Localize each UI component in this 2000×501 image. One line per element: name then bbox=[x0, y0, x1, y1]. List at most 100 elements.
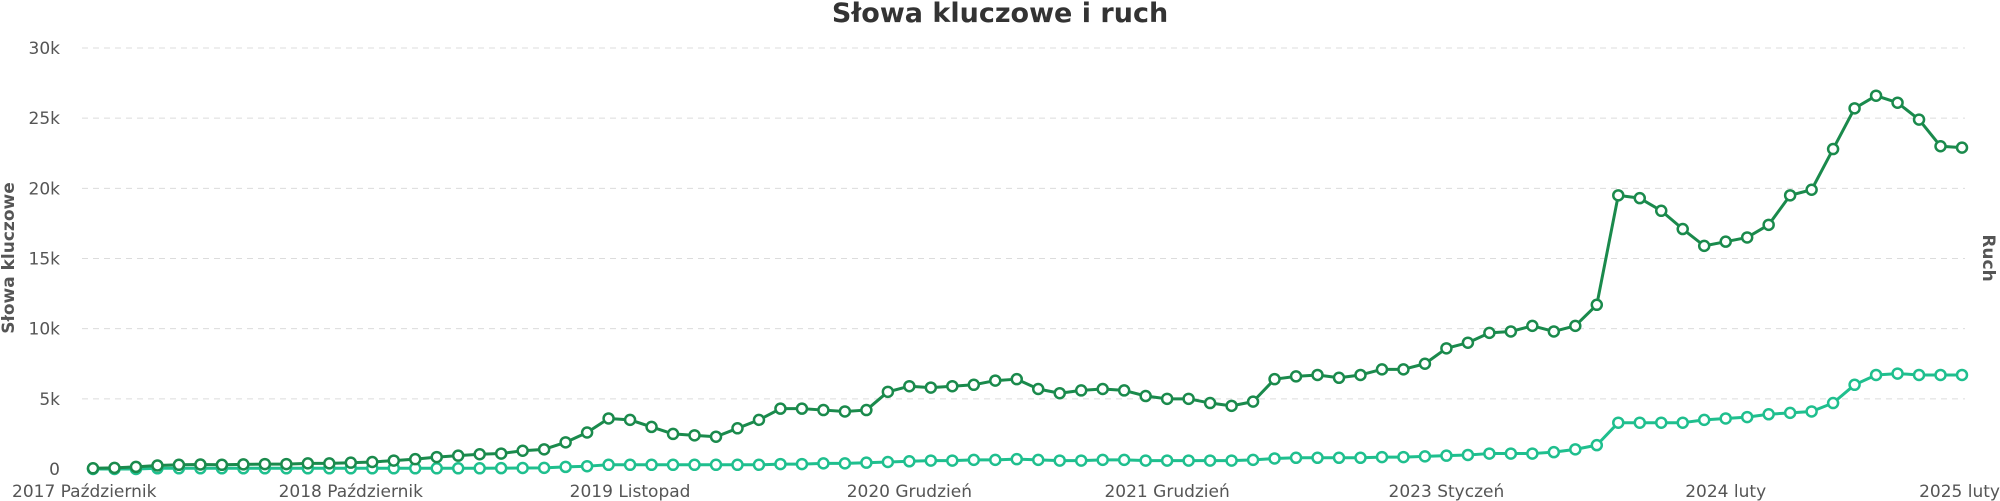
data-point[interactable] bbox=[408, 452, 422, 466]
data-point[interactable] bbox=[623, 458, 637, 472]
data-point[interactable] bbox=[215, 458, 229, 472]
data-point[interactable] bbox=[1354, 368, 1367, 382]
data-point[interactable] bbox=[151, 459, 164, 472]
data-point[interactable] bbox=[602, 458, 615, 472]
data-point[interactable] bbox=[108, 461, 121, 475]
data-point[interactable] bbox=[1676, 416, 1689, 429]
data-point[interactable] bbox=[1955, 141, 1969, 154]
data-point[interactable] bbox=[731, 458, 744, 472]
data-point[interactable] bbox=[795, 402, 809, 415]
data-point[interactable] bbox=[838, 457, 852, 470]
data-point[interactable] bbox=[172, 458, 186, 472]
data-point[interactable] bbox=[1719, 235, 1732, 248]
data-point[interactable] bbox=[666, 458, 680, 472]
data-point[interactable] bbox=[1676, 222, 1689, 236]
data-point[interactable] bbox=[516, 461, 529, 475]
data-point[interactable] bbox=[451, 462, 465, 475]
data-point[interactable] bbox=[1826, 396, 1840, 410]
data-point[interactable] bbox=[817, 457, 830, 470]
data-point[interactable] bbox=[323, 457, 336, 470]
data-point[interactable] bbox=[559, 460, 572, 474]
data-point[interactable] bbox=[473, 448, 486, 461]
data-point[interactable] bbox=[1246, 453, 1260, 467]
data-point[interactable] bbox=[451, 449, 465, 462]
data-point[interactable] bbox=[1031, 382, 1045, 396]
data-point[interactable] bbox=[237, 458, 250, 471]
data-point[interactable] bbox=[1203, 454, 1217, 467]
data-point[interactable] bbox=[924, 454, 938, 467]
data-point[interactable] bbox=[1654, 416, 1668, 429]
data-point[interactable] bbox=[86, 462, 100, 475]
data-point[interactable] bbox=[1740, 410, 1754, 424]
data-point[interactable] bbox=[817, 403, 830, 417]
data-point[interactable] bbox=[1912, 368, 1926, 382]
data-point[interactable] bbox=[688, 458, 701, 472]
data-point[interactable] bbox=[516, 444, 529, 458]
data-point[interactable] bbox=[1311, 451, 1324, 465]
data-point[interactable] bbox=[1397, 363, 1410, 376]
data-point[interactable] bbox=[473, 462, 486, 475]
data-point[interactable] bbox=[1955, 368, 1969, 382]
data-point[interactable] bbox=[1912, 113, 1926, 126]
data-point[interactable] bbox=[194, 458, 207, 471]
data-point[interactable] bbox=[494, 447, 508, 460]
data-point[interactable] bbox=[881, 455, 895, 469]
data-point[interactable] bbox=[344, 456, 358, 469]
data-point[interactable] bbox=[946, 454, 959, 467]
data-point[interactable] bbox=[1354, 451, 1367, 465]
data-point[interactable] bbox=[1891, 96, 1904, 109]
data-point[interactable] bbox=[1633, 416, 1647, 429]
data-point[interactable] bbox=[1805, 183, 1818, 196]
data-point[interactable] bbox=[1289, 370, 1303, 383]
data-point[interactable] bbox=[1074, 384, 1088, 397]
data-point[interactable] bbox=[860, 456, 873, 469]
data-point[interactable] bbox=[709, 458, 723, 472]
data-point[interactable] bbox=[666, 427, 680, 441]
data-point[interactable] bbox=[1375, 363, 1389, 376]
data-point[interactable] bbox=[1826, 142, 1840, 156]
data-point[interactable] bbox=[1783, 189, 1797, 202]
data-point[interactable] bbox=[1096, 453, 1109, 467]
data-point[interactable] bbox=[1053, 454, 1066, 467]
data-point[interactable] bbox=[645, 420, 658, 434]
data-point[interactable] bbox=[1461, 448, 1475, 462]
data-point[interactable] bbox=[1332, 451, 1346, 465]
data-point[interactable] bbox=[1010, 452, 1024, 466]
data-point[interactable] bbox=[129, 460, 143, 474]
data-point[interactable] bbox=[1869, 368, 1883, 382]
data-point[interactable] bbox=[1934, 368, 1947, 382]
data-point[interactable] bbox=[301, 457, 315, 470]
data-point[interactable] bbox=[1461, 336, 1475, 349]
data-point[interactable] bbox=[1869, 89, 1883, 102]
data-point[interactable] bbox=[387, 454, 401, 467]
data-point[interactable] bbox=[1440, 342, 1453, 355]
data-point[interactable] bbox=[1203, 396, 1217, 410]
data-point[interactable] bbox=[1526, 447, 1539, 460]
data-point[interactable] bbox=[1526, 319, 1539, 333]
data-point[interactable] bbox=[1418, 450, 1432, 463]
data-point[interactable] bbox=[1397, 450, 1410, 464]
data-point[interactable] bbox=[1590, 298, 1604, 312]
data-point[interactable] bbox=[1783, 406, 1797, 420]
data-point[interactable] bbox=[494, 461, 508, 475]
data-point[interactable] bbox=[430, 450, 443, 464]
data-point[interactable] bbox=[1031, 453, 1045, 467]
data-point[interactable] bbox=[366, 455, 379, 469]
data-point[interactable] bbox=[795, 457, 809, 471]
data-point[interactable] bbox=[1268, 372, 1281, 386]
data-point[interactable] bbox=[1612, 189, 1625, 202]
data-point[interactable] bbox=[774, 402, 787, 415]
data-point[interactable] bbox=[1225, 399, 1238, 413]
data-point[interactable] bbox=[280, 457, 293, 471]
data-point[interactable] bbox=[903, 379, 916, 393]
data-point[interactable] bbox=[989, 374, 1002, 387]
data-point[interactable] bbox=[537, 461, 551, 475]
data-point[interactable] bbox=[946, 379, 959, 393]
data-point[interactable] bbox=[1547, 325, 1561, 338]
data-point[interactable] bbox=[1375, 450, 1389, 464]
data-point[interactable] bbox=[1762, 218, 1775, 232]
data-point[interactable] bbox=[1762, 408, 1775, 421]
data-point[interactable] bbox=[1740, 231, 1754, 244]
data-point[interactable] bbox=[731, 422, 744, 435]
data-point[interactable] bbox=[838, 405, 852, 418]
